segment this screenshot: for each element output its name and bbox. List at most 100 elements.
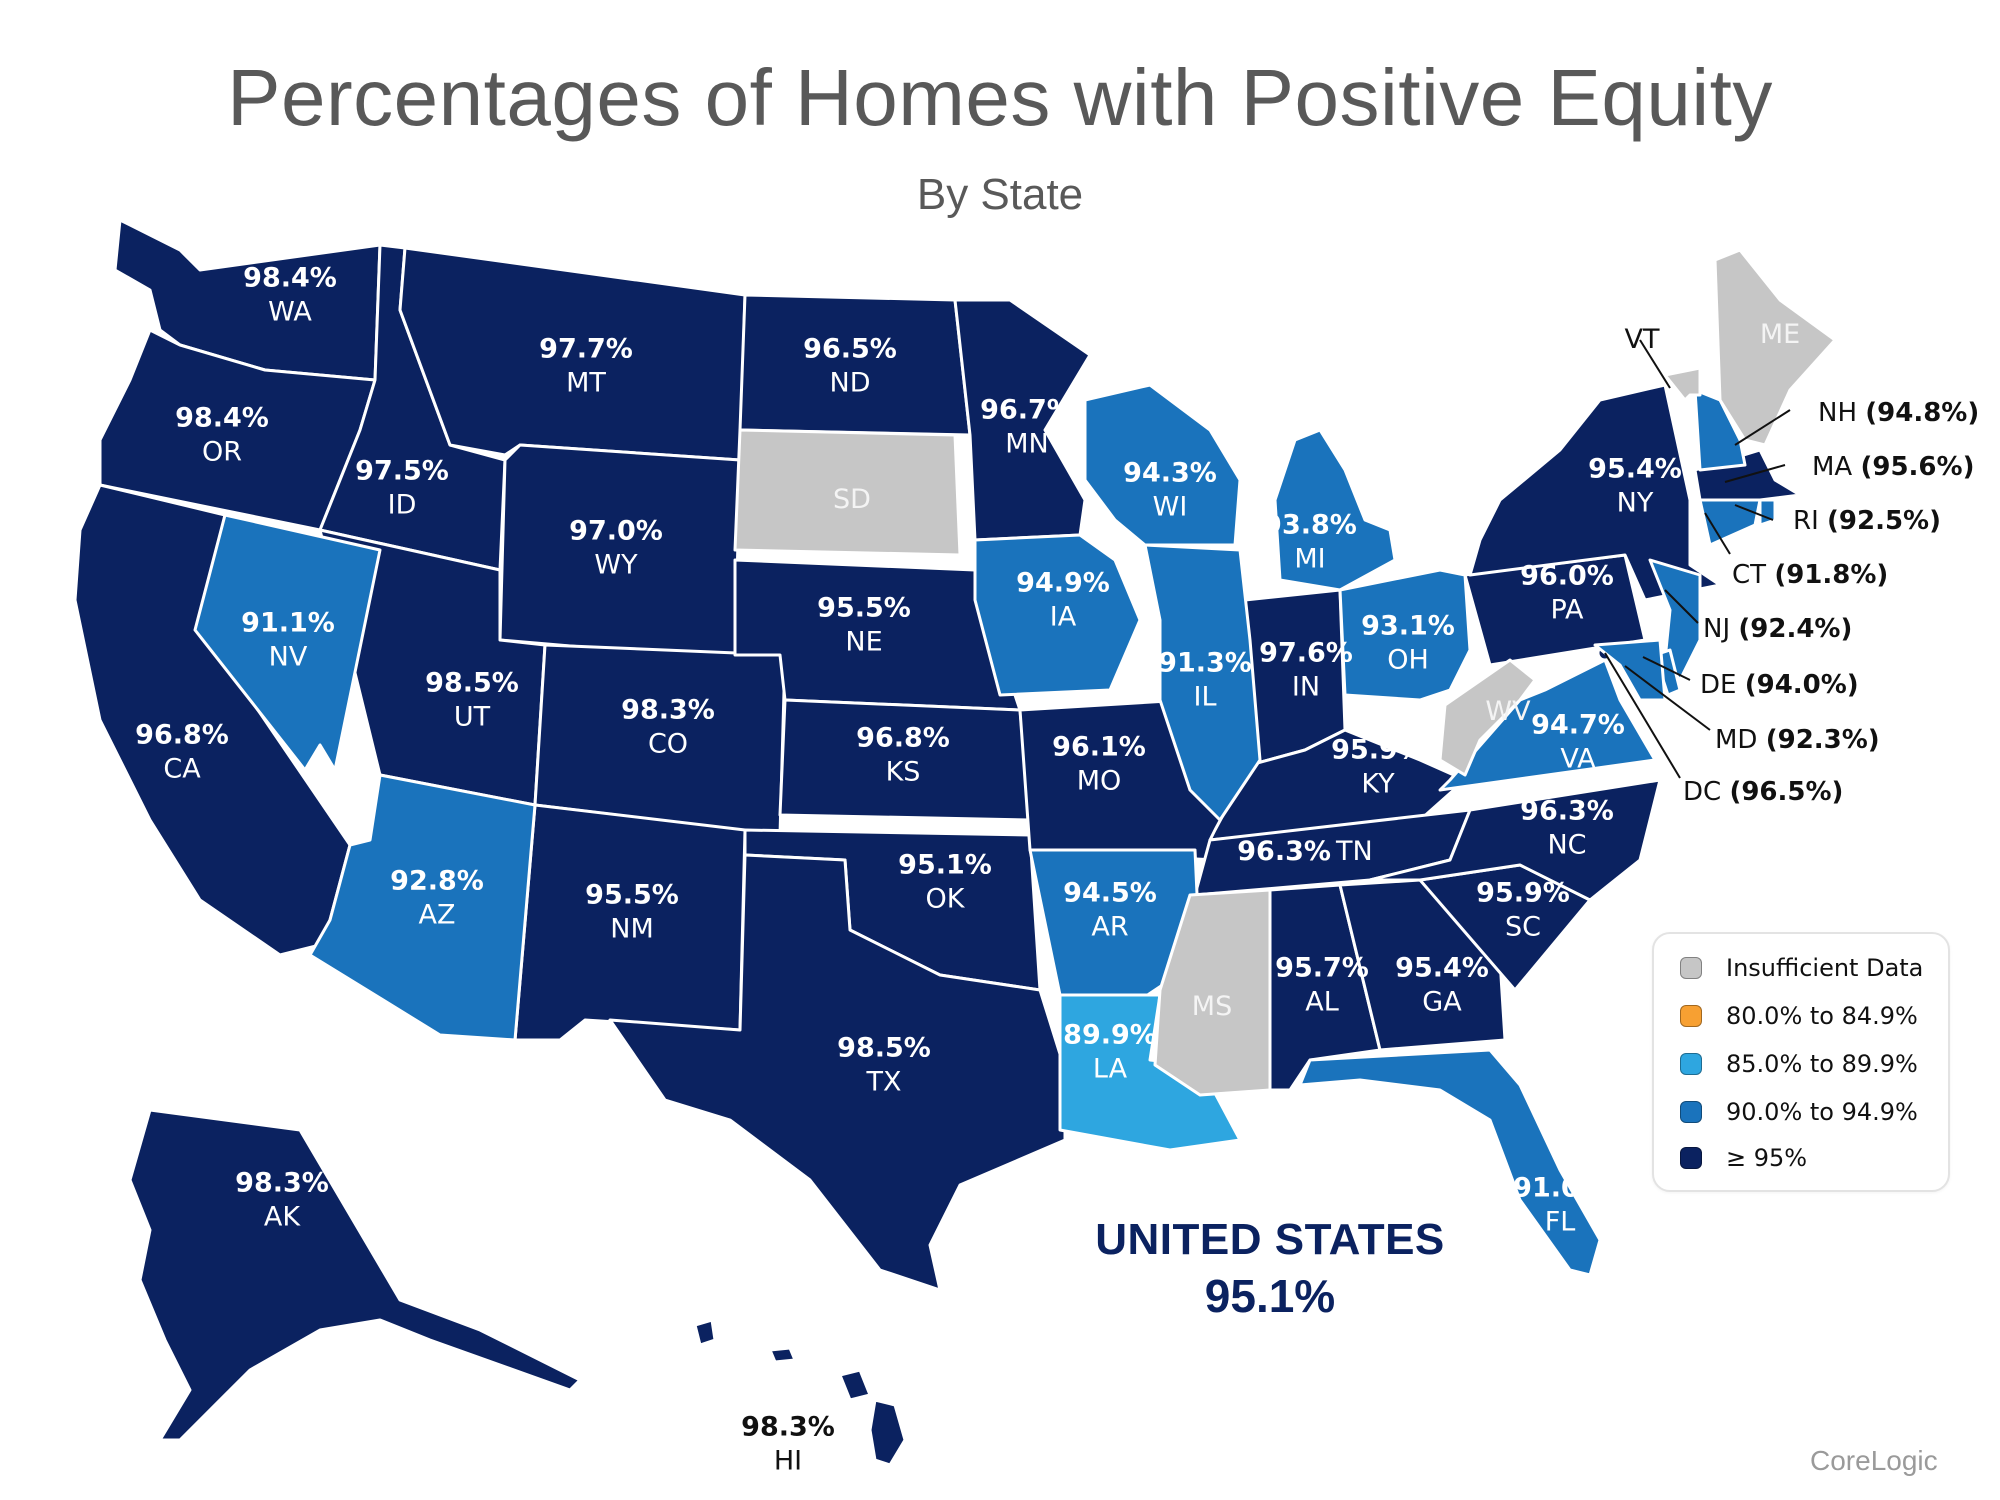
legend-item-95-up: ≥ 95% (1680, 1144, 1807, 1172)
state-MN (953, 298, 1092, 542)
state-HI-1 (693, 1318, 717, 1347)
legend: Insufficient Data 80.0% to 84.9% 85.0% t… (1652, 932, 1950, 1192)
label-MT: 97.7% MT (539, 333, 633, 398)
label-MN: 96.7% MN (980, 394, 1074, 459)
national-label: UNITED STATES (1095, 1215, 1445, 1264)
swatch-icon (1680, 1053, 1702, 1075)
label-WY: 97.0% WY (569, 515, 663, 580)
state-HI-3 (838, 1368, 872, 1402)
label-CO: 98.3% CO (621, 694, 715, 759)
state-AZ (308, 773, 537, 1042)
state-CT (1698, 498, 1762, 547)
state-WI (1083, 383, 1242, 547)
label-ME: ME (1759, 319, 1801, 351)
state-MS (1153, 888, 1272, 1097)
state-VA (1438, 658, 1657, 792)
label-VA: 94.7% VA (1531, 709, 1625, 774)
label-AK: 98.3% AK (235, 1167, 329, 1232)
state-OH (1338, 568, 1472, 702)
state-RI (1758, 498, 1777, 527)
label-WV: WV (1485, 696, 1531, 728)
state-ME (1713, 248, 1837, 447)
swatch-icon (1680, 1147, 1702, 1169)
source-logo: CoreLogic (1810, 1445, 1938, 1476)
state-NH (1693, 388, 1747, 472)
state-NJ (1648, 558, 1702, 682)
national-total: UNITED STATES 95.1% (1095, 1215, 1445, 1323)
label-GA: 95.4% GA (1395, 952, 1489, 1017)
callout-NJ: NJ (92.4%) (1703, 614, 1853, 644)
state-IA (973, 533, 1142, 697)
label-NE: 95.5% NE (817, 592, 911, 657)
state-NC (1368, 778, 1662, 902)
label-NM: 95.5% NM (585, 879, 679, 944)
label-VT: VT (1624, 324, 1660, 356)
label-OH: 93.1% OH (1361, 610, 1455, 675)
callout-DC: DC (96.5%) (1683, 777, 1844, 807)
state-SD (733, 428, 962, 557)
label-KS: 96.8% KS (856, 722, 950, 787)
legend-label: ≥ 95% (1726, 1144, 1808, 1172)
label-PA: 96.0% PA (1520, 560, 1614, 625)
legend-item-90-94: 90.0% to 94.9% (1680, 1098, 1918, 1126)
national-value: 95.1% (1204, 1270, 1336, 1322)
label-TN: 96.3% TN (1237, 836, 1373, 868)
label-LA: 89.9% LA (1063, 1019, 1157, 1084)
callout-CT: CT (91.8%) (1732, 560, 1889, 590)
callout-DE: DE (94.0%) (1700, 670, 1859, 700)
callout-NH: NH (94.8%) (1818, 398, 1980, 428)
label-OR: 98.4% OR (175, 402, 269, 467)
label-SD: SD (833, 484, 871, 516)
state-NY (1468, 383, 1722, 602)
legend-item-85-89: 85.0% to 89.9% (1680, 1050, 1918, 1078)
label-MO: 96.1% MO (1052, 731, 1146, 796)
label-MI: 93.8% MI (1263, 509, 1357, 574)
state-IL (1143, 543, 1262, 822)
label-NV: 91.1% NV (241, 607, 335, 672)
label-AR: 94.5% AR (1063, 877, 1157, 942)
callout-MD: MD (92.3%) (1715, 725, 1880, 755)
label-ID: 97.5% ID (355, 455, 449, 520)
swatch-icon (1680, 1101, 1702, 1123)
state-MI (1273, 428, 1397, 592)
label-AL: 95.7% AL (1275, 952, 1369, 1017)
legend-label: 90.0% to 94.9% (1726, 1098, 1918, 1126)
label-HI: 98.3% HI (741, 1411, 835, 1476)
label-WA: 98.4% WA (243, 262, 337, 327)
label-OK: 95.1% OK (898, 849, 992, 914)
state-HI-2 (768, 1346, 797, 1364)
label-NC: 96.3% NC (1520, 795, 1614, 860)
state-TX (608, 853, 1067, 1292)
callout-MA: MA (95.6%) (1812, 452, 1975, 482)
label-IN: 97.6% IN (1259, 637, 1353, 702)
legend-item-insufficient: Insufficient Data (1680, 954, 1923, 982)
label-WI: 94.3% WI (1123, 457, 1217, 522)
label-CA: 96.8% CA (135, 719, 229, 784)
state-NV (193, 513, 382, 772)
state-AK (128, 1108, 582, 1442)
legend-label: 80.0% to 84.9% (1726, 1002, 1918, 1030)
label-IA: 94.9% IA (1016, 567, 1110, 632)
label-KY: 95.9% KY (1331, 734, 1425, 799)
label-UT: 98.5% UT (425, 667, 519, 732)
label-SC: 95.9% SC (1476, 877, 1570, 942)
state-WV (1438, 658, 1537, 777)
swatch-icon (1680, 1005, 1702, 1027)
state-VT (1663, 366, 1702, 402)
legend-label: Insufficient Data (1726, 954, 1924, 982)
legend-label: 85.0% to 89.9% (1726, 1050, 1918, 1078)
page-title: Percentages of Homes with Positive Equit… (227, 53, 1773, 142)
label-TX: 98.5% TX (837, 1032, 931, 1097)
label-FL: 91.0% FL (1513, 1172, 1607, 1237)
page-subtitle: By State (916, 170, 1084, 219)
legend-item-80-84: 80.0% to 84.9% (1680, 1002, 1918, 1030)
label-NY: 95.4% NY (1588, 453, 1682, 518)
label-IL: 91.3% IL (1158, 647, 1252, 712)
swatch-icon (1680, 957, 1702, 979)
label-ND: 96.5% ND (803, 333, 897, 398)
label-MS: MS (1191, 991, 1233, 1023)
state-FL (1298, 1048, 1602, 1277)
label-AZ: 92.8% AZ (390, 865, 484, 930)
state-HI-4 (868, 1398, 907, 1467)
